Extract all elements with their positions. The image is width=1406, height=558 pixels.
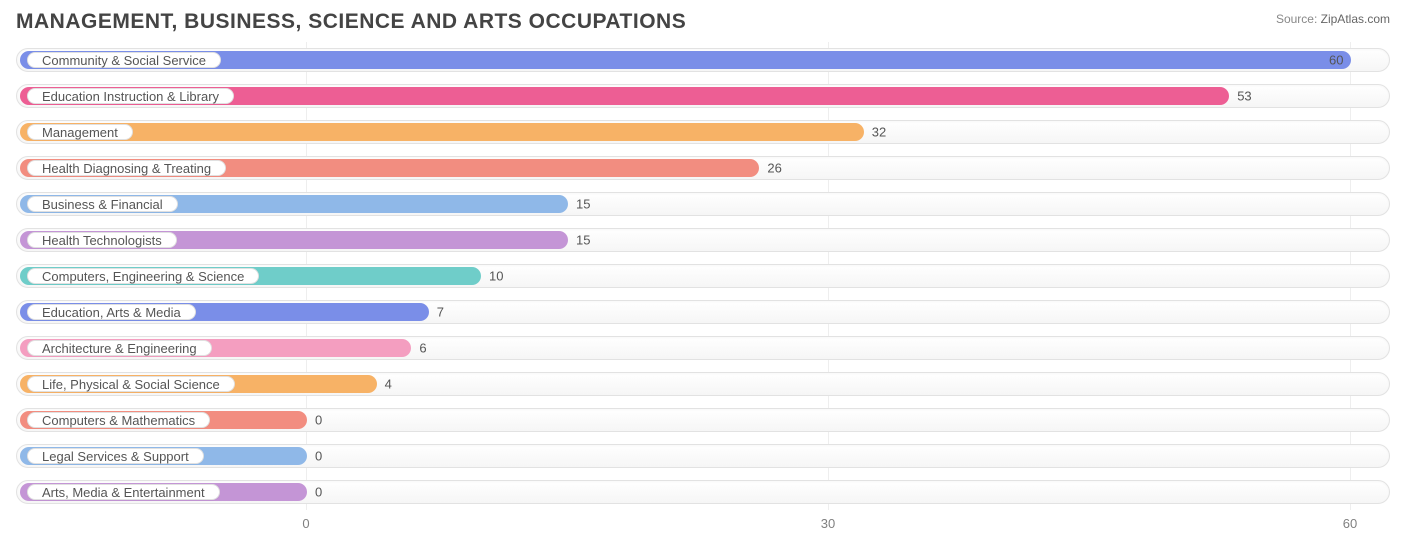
chart-row: Community & Social Service 60 (16, 42, 1390, 78)
chart-row: Management 32 (16, 114, 1390, 150)
bar-track: Life, Physical & Social Science 4 (16, 372, 1390, 396)
category-label: Community & Social Service (27, 52, 221, 68)
bar-track: Community & Social Service 60 (16, 48, 1390, 72)
chart-row: Education Instruction & Library 53 (16, 78, 1390, 114)
value-label: 15 (576, 197, 590, 212)
chart-row: Life, Physical & Social Science 4 (16, 366, 1390, 402)
bar-fill (20, 123, 864, 141)
category-label: Health Technologists (27, 232, 177, 248)
chart-row: Health Technologists 15 (16, 222, 1390, 258)
x-axis-tick: 0 (302, 516, 309, 531)
chart-row: Architecture & Engineering 6 (16, 330, 1390, 366)
category-label: Life, Physical & Social Science (27, 376, 235, 392)
category-label: Computers & Mathematics (27, 412, 210, 428)
bar-track: Computers & Mathematics 0 (16, 408, 1390, 432)
value-label: 10 (489, 269, 503, 284)
bar-track: Legal Services & Support 0 (16, 444, 1390, 468)
chart-plot-area: Community & Social Service60Education In… (16, 42, 1390, 544)
value-label: 7 (437, 305, 444, 320)
chart-row: Legal Services & Support 0 (16, 438, 1390, 474)
source-label: Source: (1276, 12, 1317, 26)
chart-row: Arts, Media & Entertainment 0 (16, 474, 1390, 510)
bar-track: Management 32 (16, 120, 1390, 144)
category-label: Management (27, 124, 133, 140)
category-label: Education Instruction & Library (27, 88, 234, 104)
chart-container: MANAGEMENT, BUSINESS, SCIENCE AND ARTS O… (0, 0, 1406, 558)
bar-track: Computers, Engineering & Science 10 (16, 264, 1390, 288)
category-label: Education, Arts & Media (27, 304, 196, 320)
value-label: 0 (315, 413, 322, 428)
value-label: 0 (315, 449, 322, 464)
bar-track: Education, Arts & Media 7 (16, 300, 1390, 324)
chart-row: Computers, Engineering & Science 10 (16, 258, 1390, 294)
chart-row: Education, Arts & Media 7 (16, 294, 1390, 330)
value-label: 53 (1237, 89, 1251, 104)
chart-row: Health Diagnosing & Treating 26 (16, 150, 1390, 186)
x-axis: 0 30 60 (16, 514, 1390, 544)
source-brand: ZipAtlas.com (1321, 12, 1390, 26)
bar-track: Architecture & Engineering 6 (16, 336, 1390, 360)
value-label: 15 (576, 233, 590, 248)
bar-track: Health Diagnosing & Treating 26 (16, 156, 1390, 180)
category-label: Business & Financial (27, 196, 178, 212)
category-label: Legal Services & Support (27, 448, 204, 464)
category-label: Health Diagnosing & Treating (27, 160, 226, 176)
value-label: 32 (872, 125, 886, 140)
value-label: 26 (767, 161, 781, 176)
bar-track: Business & Financial 15 (16, 192, 1390, 216)
value-label: 0 (315, 485, 322, 500)
category-label: Computers, Engineering & Science (27, 268, 259, 284)
x-axis-tick: 30 (821, 516, 835, 531)
bar-track: Health Technologists 15 (16, 228, 1390, 252)
chart-header: MANAGEMENT, BUSINESS, SCIENCE AND ARTS O… (16, 10, 1390, 34)
value-label: 60 (1329, 53, 1343, 68)
category-label: Architecture & Engineering (27, 340, 212, 356)
value-label: 4 (385, 377, 392, 392)
chart-source: Source: ZipAtlas.com (1276, 10, 1390, 26)
bar-track: Education Instruction & Library 53 (16, 84, 1390, 108)
category-label: Arts, Media & Entertainment (27, 484, 220, 500)
bar-track: Arts, Media & Entertainment 0 (16, 480, 1390, 504)
chart-row: Business & Financial 15 (16, 186, 1390, 222)
value-label: 6 (419, 341, 426, 356)
x-axis-tick: 60 (1343, 516, 1357, 531)
chart-title: MANAGEMENT, BUSINESS, SCIENCE AND ARTS O… (16, 10, 686, 34)
chart-row: Computers & Mathematics 0 (16, 402, 1390, 438)
